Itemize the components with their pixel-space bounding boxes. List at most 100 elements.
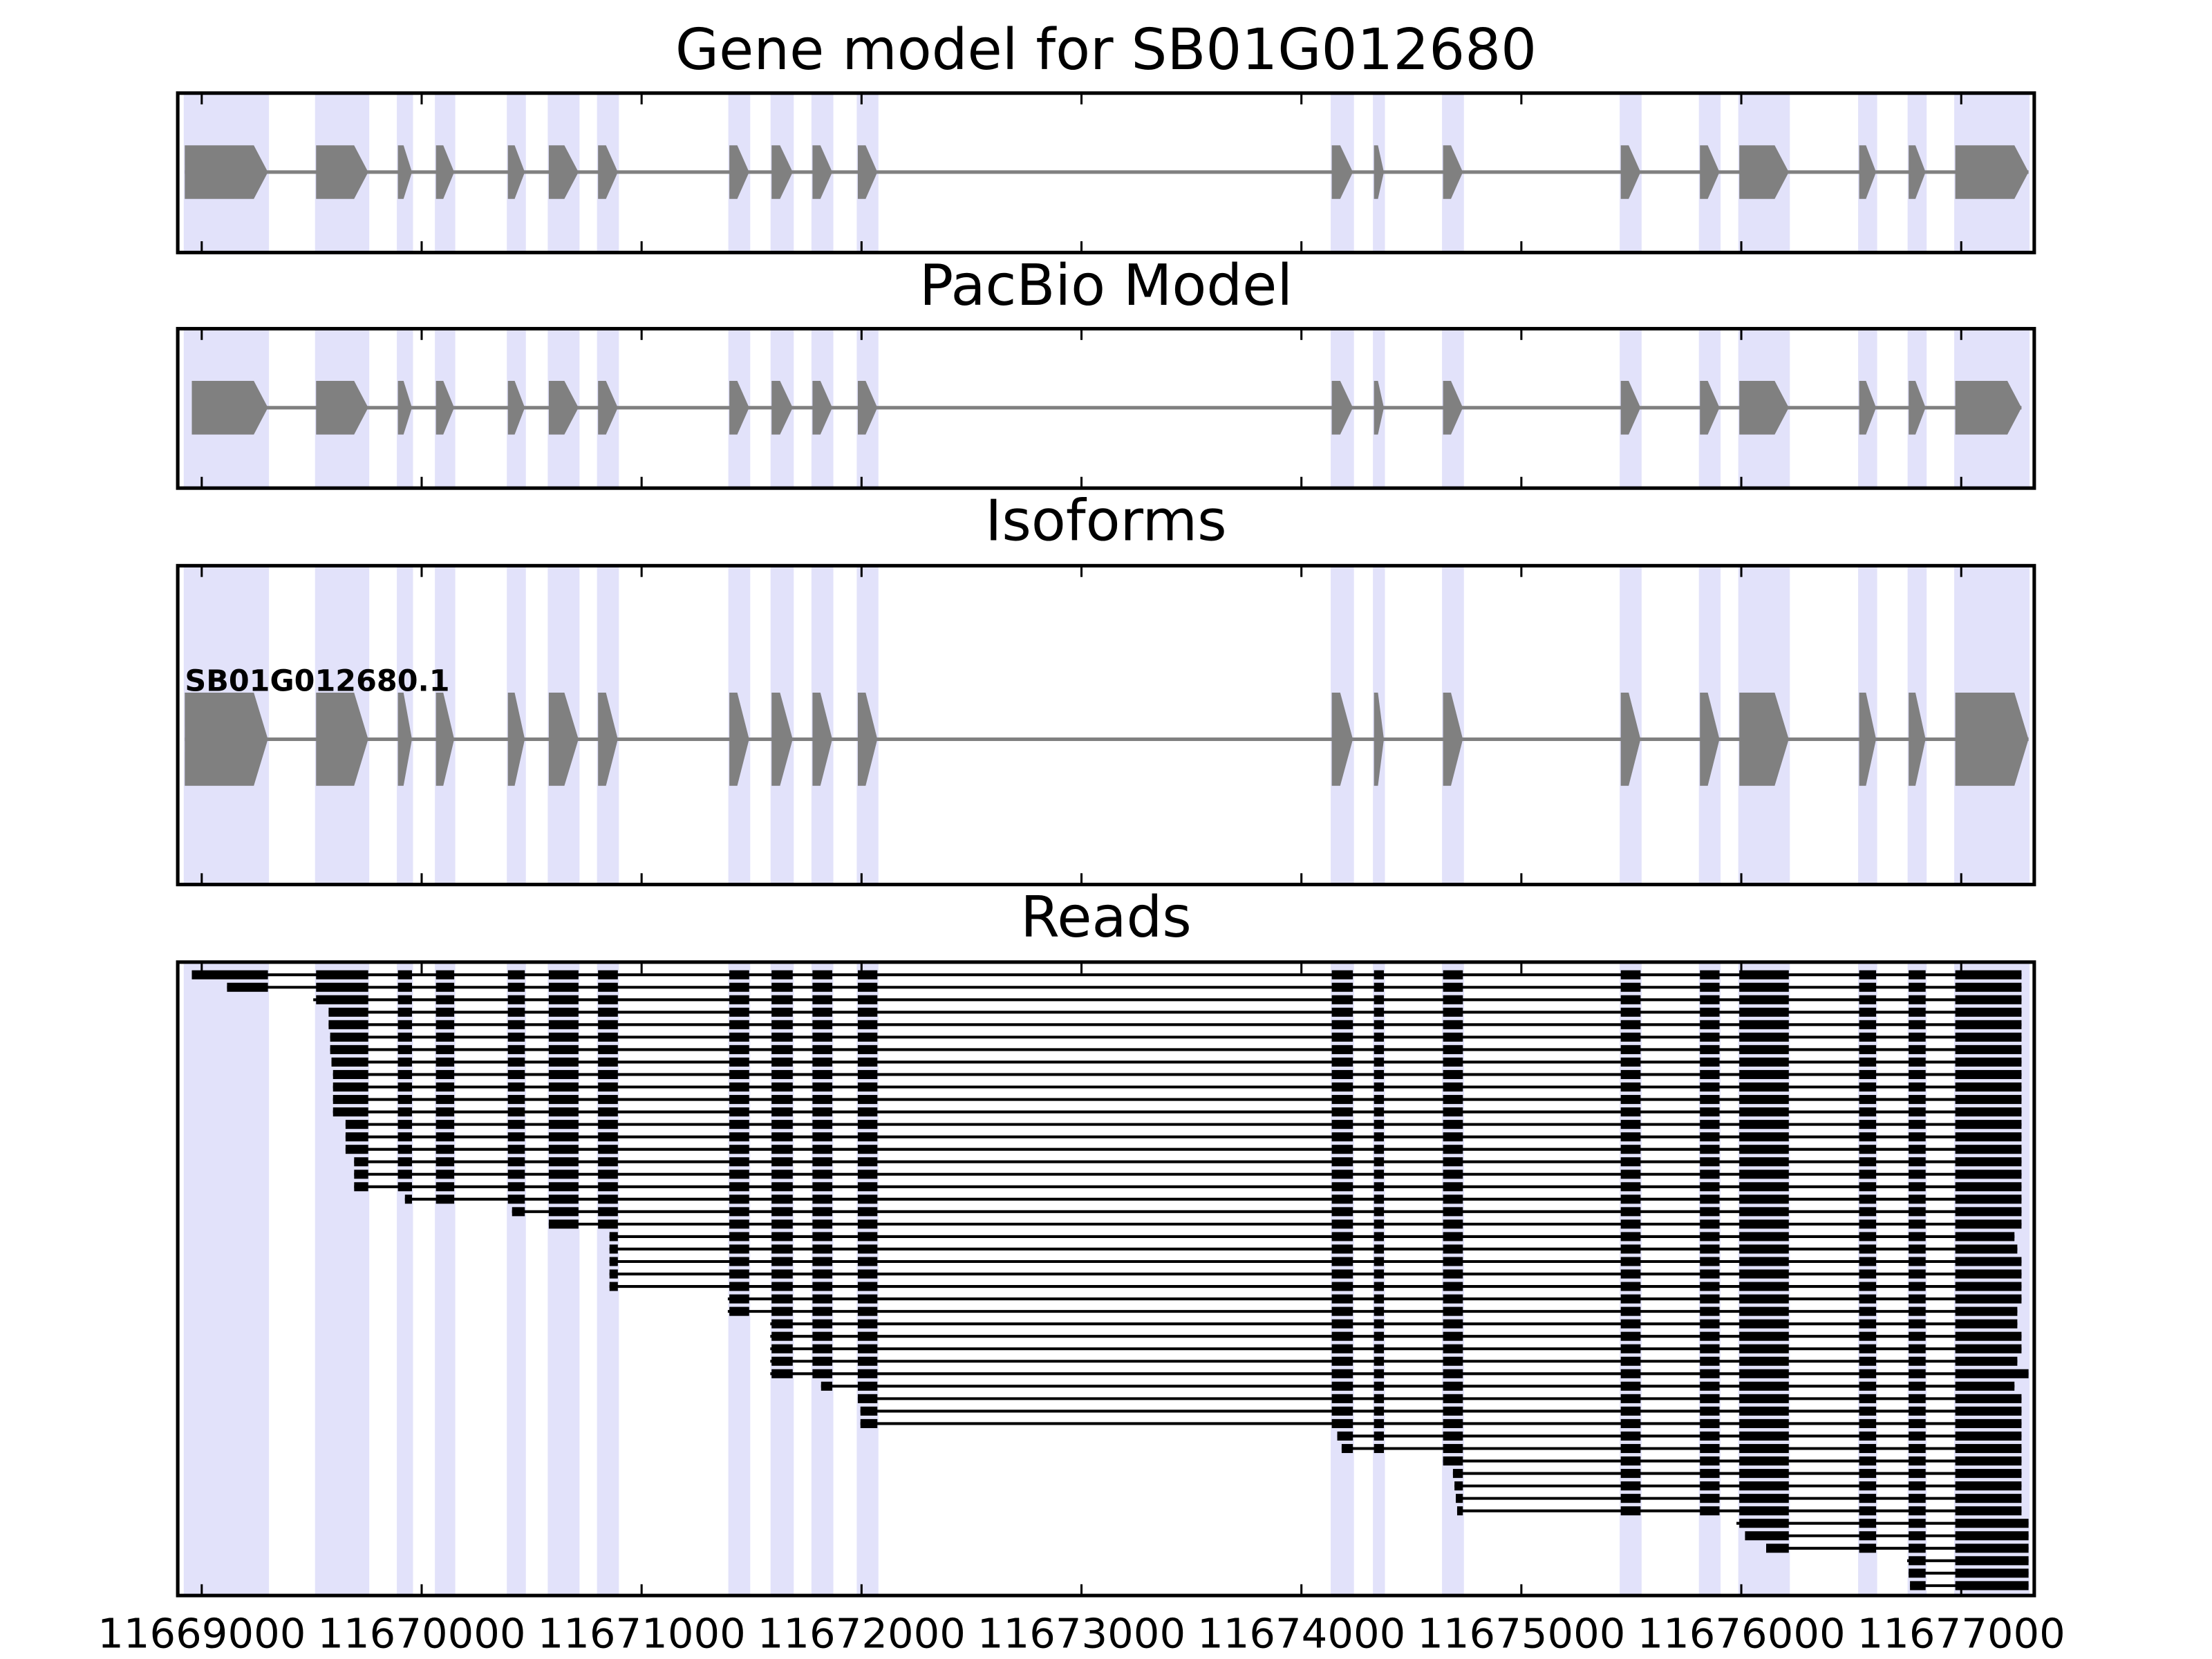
read-block xyxy=(1700,1269,1720,1279)
exon xyxy=(1331,145,1353,199)
read-block xyxy=(507,1044,525,1054)
read-block xyxy=(332,1082,368,1092)
read-block xyxy=(729,1294,749,1304)
read-block xyxy=(1443,1369,1463,1378)
read-block xyxy=(1700,1194,1720,1204)
read-block xyxy=(1859,1044,1877,1054)
read-block xyxy=(1859,1531,1877,1541)
read-block xyxy=(1700,1182,1720,1192)
read-block xyxy=(812,1057,833,1067)
read-block xyxy=(1620,1032,1641,1042)
read-block xyxy=(1739,1257,1789,1266)
read-block xyxy=(1374,1207,1385,1217)
read-block xyxy=(1620,1157,1641,1167)
read-block xyxy=(1331,995,1353,1004)
read-block xyxy=(1700,1044,1720,1054)
read-block xyxy=(1700,1219,1720,1229)
read-block xyxy=(771,1069,793,1080)
exon xyxy=(1859,693,1877,786)
read-block xyxy=(435,1032,455,1042)
read-block xyxy=(771,1044,793,1054)
read-block xyxy=(1955,1331,2022,1341)
read-block xyxy=(1331,1369,1353,1378)
isoform-label: SB01G012680.1 xyxy=(185,664,449,698)
read-block xyxy=(1620,1294,1641,1304)
read-block xyxy=(771,1344,793,1353)
read-block xyxy=(1331,1082,1353,1092)
read-block xyxy=(1909,1294,1926,1304)
read-block xyxy=(1331,1282,1353,1291)
exon xyxy=(1739,381,1789,435)
read-block xyxy=(771,1020,793,1029)
read-block xyxy=(1955,1182,2022,1192)
read-block xyxy=(1374,1294,1385,1304)
exon xyxy=(1955,381,2022,435)
read-block xyxy=(397,1132,412,1142)
read-block xyxy=(507,1069,525,1080)
read-block xyxy=(1374,1057,1385,1067)
read-block xyxy=(1443,1257,1463,1266)
read-block xyxy=(1859,1481,1877,1491)
read-block xyxy=(1374,1182,1385,1192)
exon xyxy=(1374,693,1385,786)
exon xyxy=(1700,381,1720,435)
read-block xyxy=(1859,1244,1877,1254)
read-block xyxy=(598,1082,618,1092)
read-block xyxy=(1331,1132,1353,1142)
read-block xyxy=(729,1120,749,1130)
read-block xyxy=(857,1032,878,1042)
read-block xyxy=(1620,1481,1641,1491)
read-block xyxy=(1909,1356,1926,1366)
read-block xyxy=(397,1032,412,1042)
read-block xyxy=(397,1157,412,1167)
read-block xyxy=(507,1007,525,1017)
read-block xyxy=(812,1344,833,1353)
read-block xyxy=(1331,1232,1353,1241)
read-block xyxy=(1909,1544,1926,1553)
read-block xyxy=(1859,1157,1877,1167)
read-block xyxy=(1700,1120,1720,1130)
read-block xyxy=(435,982,455,992)
read-block xyxy=(1909,1369,1926,1378)
read-block xyxy=(1739,1456,1789,1466)
read-block xyxy=(857,1306,878,1316)
read-block xyxy=(1443,1157,1463,1167)
exon xyxy=(1909,381,1926,435)
read-block xyxy=(1443,1394,1463,1403)
read-block xyxy=(1331,1394,1353,1403)
read-block xyxy=(191,970,268,980)
read-block xyxy=(1443,1456,1463,1466)
read-block xyxy=(1700,1356,1720,1366)
exon xyxy=(1859,381,1877,435)
read-block xyxy=(1909,1207,1926,1217)
read-block xyxy=(397,1107,412,1117)
read-block xyxy=(397,1120,412,1130)
read-block xyxy=(857,1207,878,1217)
read-block xyxy=(1955,1394,2022,1403)
read-block xyxy=(1443,1356,1463,1366)
read-block xyxy=(1955,1519,2029,1528)
read-block xyxy=(328,1020,368,1029)
read-block xyxy=(1443,1344,1463,1353)
exon xyxy=(435,693,455,786)
read-block xyxy=(1331,1007,1353,1017)
read-block xyxy=(857,1344,878,1353)
read-block xyxy=(1859,1406,1877,1416)
read-block xyxy=(1331,1319,1353,1329)
read-block xyxy=(1859,1319,1877,1329)
read-block xyxy=(1700,1107,1720,1117)
read-block xyxy=(1955,1020,2022,1029)
read-block xyxy=(548,970,579,980)
exon xyxy=(435,145,455,199)
read-block xyxy=(812,1157,833,1167)
read-block xyxy=(1620,1381,1641,1391)
read-block xyxy=(1443,1182,1463,1192)
read-block xyxy=(435,1069,455,1080)
read-block xyxy=(1955,970,2022,980)
exon xyxy=(812,693,833,786)
read-block xyxy=(729,1282,749,1291)
read-block xyxy=(1955,1232,2015,1241)
read-block xyxy=(548,1145,579,1154)
x-tick-label: 11669000 xyxy=(97,1609,306,1657)
read-block xyxy=(1443,1082,1463,1092)
